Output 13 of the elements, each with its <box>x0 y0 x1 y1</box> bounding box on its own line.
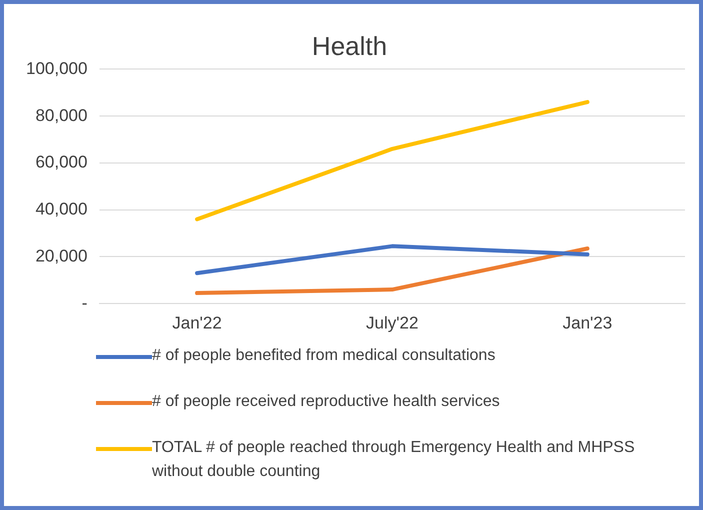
legend-label: TOTAL # of people reached through Emergency Health and MHPSS without double counting <box>152 438 636 482</box>
x-tick-label: July'22 <box>366 313 418 332</box>
y-tick-label: 80,000 <box>35 106 88 125</box>
legend-label: # of people received reproductive health services <box>152 392 500 412</box>
legend-label: # of people benefited from medical consultations <box>152 346 496 366</box>
y-tick-label: 20,000 <box>35 246 88 266</box>
y-tick-label: - <box>82 293 88 312</box>
y-tick-label: 100,000 <box>26 58 88 78</box>
y-tick-label: 40,000 <box>35 200 88 219</box>
x-tick-label: Jan'23 <box>562 313 612 332</box>
chart-title: Health <box>312 30 388 61</box>
x-tick-label: Jan'22 <box>172 313 222 332</box>
y-tick-label: 60,000 <box>35 152 88 172</box>
